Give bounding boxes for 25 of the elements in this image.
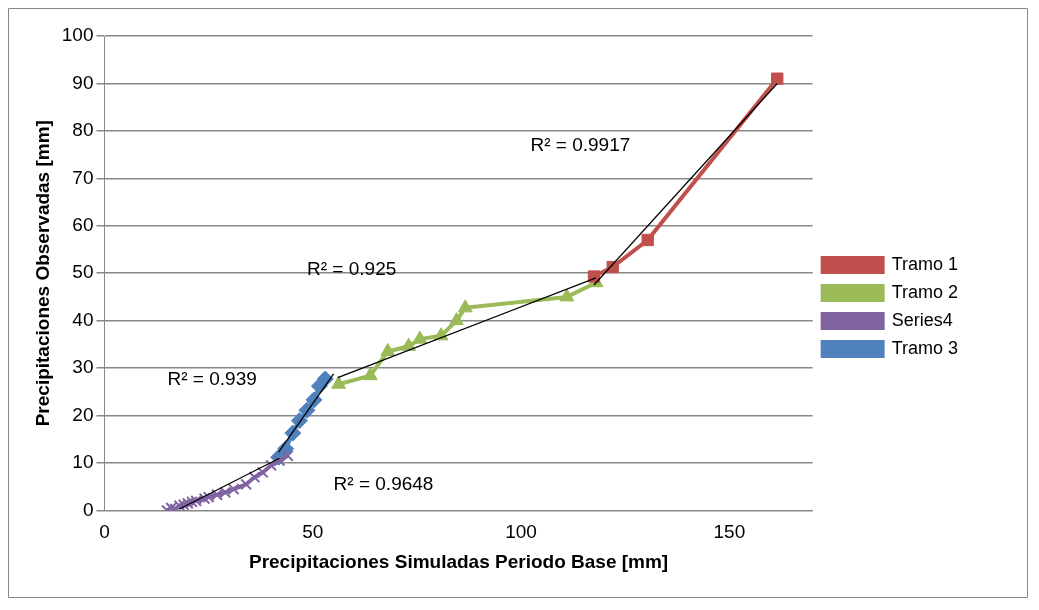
y-tick-label: 60: [72, 213, 94, 235]
y-tick-label: 80: [72, 119, 94, 141]
x-tick-label: 150: [713, 521, 746, 543]
y-tick-label: 100: [61, 24, 94, 46]
x-tick-label: 0: [99, 521, 110, 543]
y-tick-label: 30: [72, 356, 94, 378]
y-tick-label: 70: [72, 166, 94, 188]
y-axis-title: Precipitaciones Observadas [mm]: [31, 120, 53, 427]
annotation: R² = 0.9648: [333, 473, 434, 495]
x-axis-title: Precipitaciones Simuladas Periodo Base [mm]: [248, 550, 669, 572]
y-tick-label: 90: [72, 71, 94, 93]
annotation: R² = 0.939: [167, 368, 257, 390]
y-tick-label: 0: [82, 498, 94, 520]
legend-label: Tramo 2: [891, 281, 959, 302]
y-tick-label: 50: [72, 261, 94, 283]
legend-label: Series4: [891, 309, 953, 330]
legend-label: Tramo 3: [891, 337, 959, 358]
y-tick-label: 10: [72, 451, 94, 473]
legend-label: Tramo 1: [891, 253, 959, 274]
annotation: R² = 0.9917: [530, 133, 631, 155]
x-tick-label: 100: [505, 521, 537, 543]
y-tick-label: 40: [72, 308, 94, 330]
x-tick-label: 50: [302, 521, 324, 543]
annotation: R² = 0.925: [307, 258, 397, 280]
y-tick-label: 20: [72, 403, 94, 425]
